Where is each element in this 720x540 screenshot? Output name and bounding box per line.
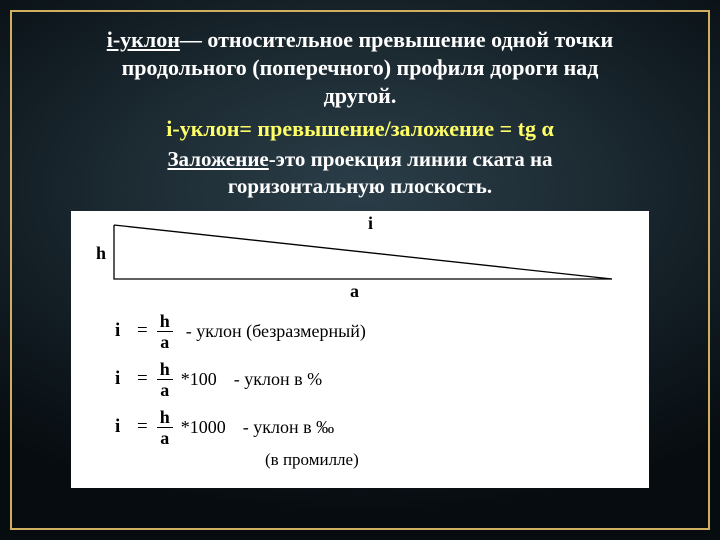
triangle-hypotenuse [114, 225, 612, 279]
eq1-frac: h a [156, 312, 174, 351]
eq1-num: h [157, 312, 173, 332]
title-line2: продольного (поперечного) профиля дороги… [122, 55, 599, 80]
eq1-eq: = [137, 320, 148, 342]
eq3-num: h [157, 408, 173, 428]
label-a: a [350, 281, 359, 302]
figure-box: h a i i = h a - уклон (безразмерный) i =… [71, 211, 649, 488]
eq2-den: a [157, 380, 172, 399]
eq3-desc: - уклон в ‰ [243, 417, 334, 438]
eq3-mult: *1000 [181, 417, 226, 438]
definition-term: Заложение [167, 147, 268, 171]
equation-row-2: i = h a *100 - уклон в % [115, 360, 635, 399]
definition-paragraph: Заложение-это проекция линии ската на го… [80, 146, 640, 199]
eq3-i: i [115, 416, 129, 438]
definition-line1-rest: -это проекция линии ската на [269, 147, 553, 171]
label-i: i [368, 213, 373, 234]
eq2-num: h [157, 360, 173, 380]
slide-frame: i-уклон— относительное превышение одной … [10, 10, 710, 530]
title-paragraph: i-уклон— относительное превышение одной … [40, 26, 680, 110]
label-h: h [96, 243, 106, 264]
title-term: i-уклон [107, 27, 180, 52]
title-line3: другой. [324, 83, 397, 108]
eq1-i: i [115, 320, 129, 342]
equation-row-1: i = h a - уклон (безразмерный) [115, 312, 635, 351]
eq3-eq: = [137, 416, 148, 438]
triangle-svg [100, 217, 620, 303]
slope-formula-line: i-уклон= превышение/заложение = tg α [40, 116, 680, 142]
eq3-den: a [157, 428, 172, 447]
equation-row-3: i = h a *1000 - уклон в ‰ [115, 408, 635, 447]
definition-line2: горизонтальную плоскость. [228, 174, 492, 198]
eq2-eq: = [137, 368, 148, 390]
title-line1-rest: — относительное превышение одной точки [180, 27, 613, 52]
eq2-mult: *100 [181, 369, 217, 390]
eq2-i: i [115, 368, 129, 390]
eq2-frac: h a [156, 360, 174, 399]
triangle-diagram: h a i [100, 217, 620, 303]
equation-subline: (в промилле) [265, 450, 635, 470]
eq2-desc: - уклон в % [234, 369, 322, 390]
eq1-desc: - уклон (безразмерный) [186, 321, 366, 342]
eq1-den: a [157, 332, 172, 351]
eq3-frac: h a [156, 408, 174, 447]
